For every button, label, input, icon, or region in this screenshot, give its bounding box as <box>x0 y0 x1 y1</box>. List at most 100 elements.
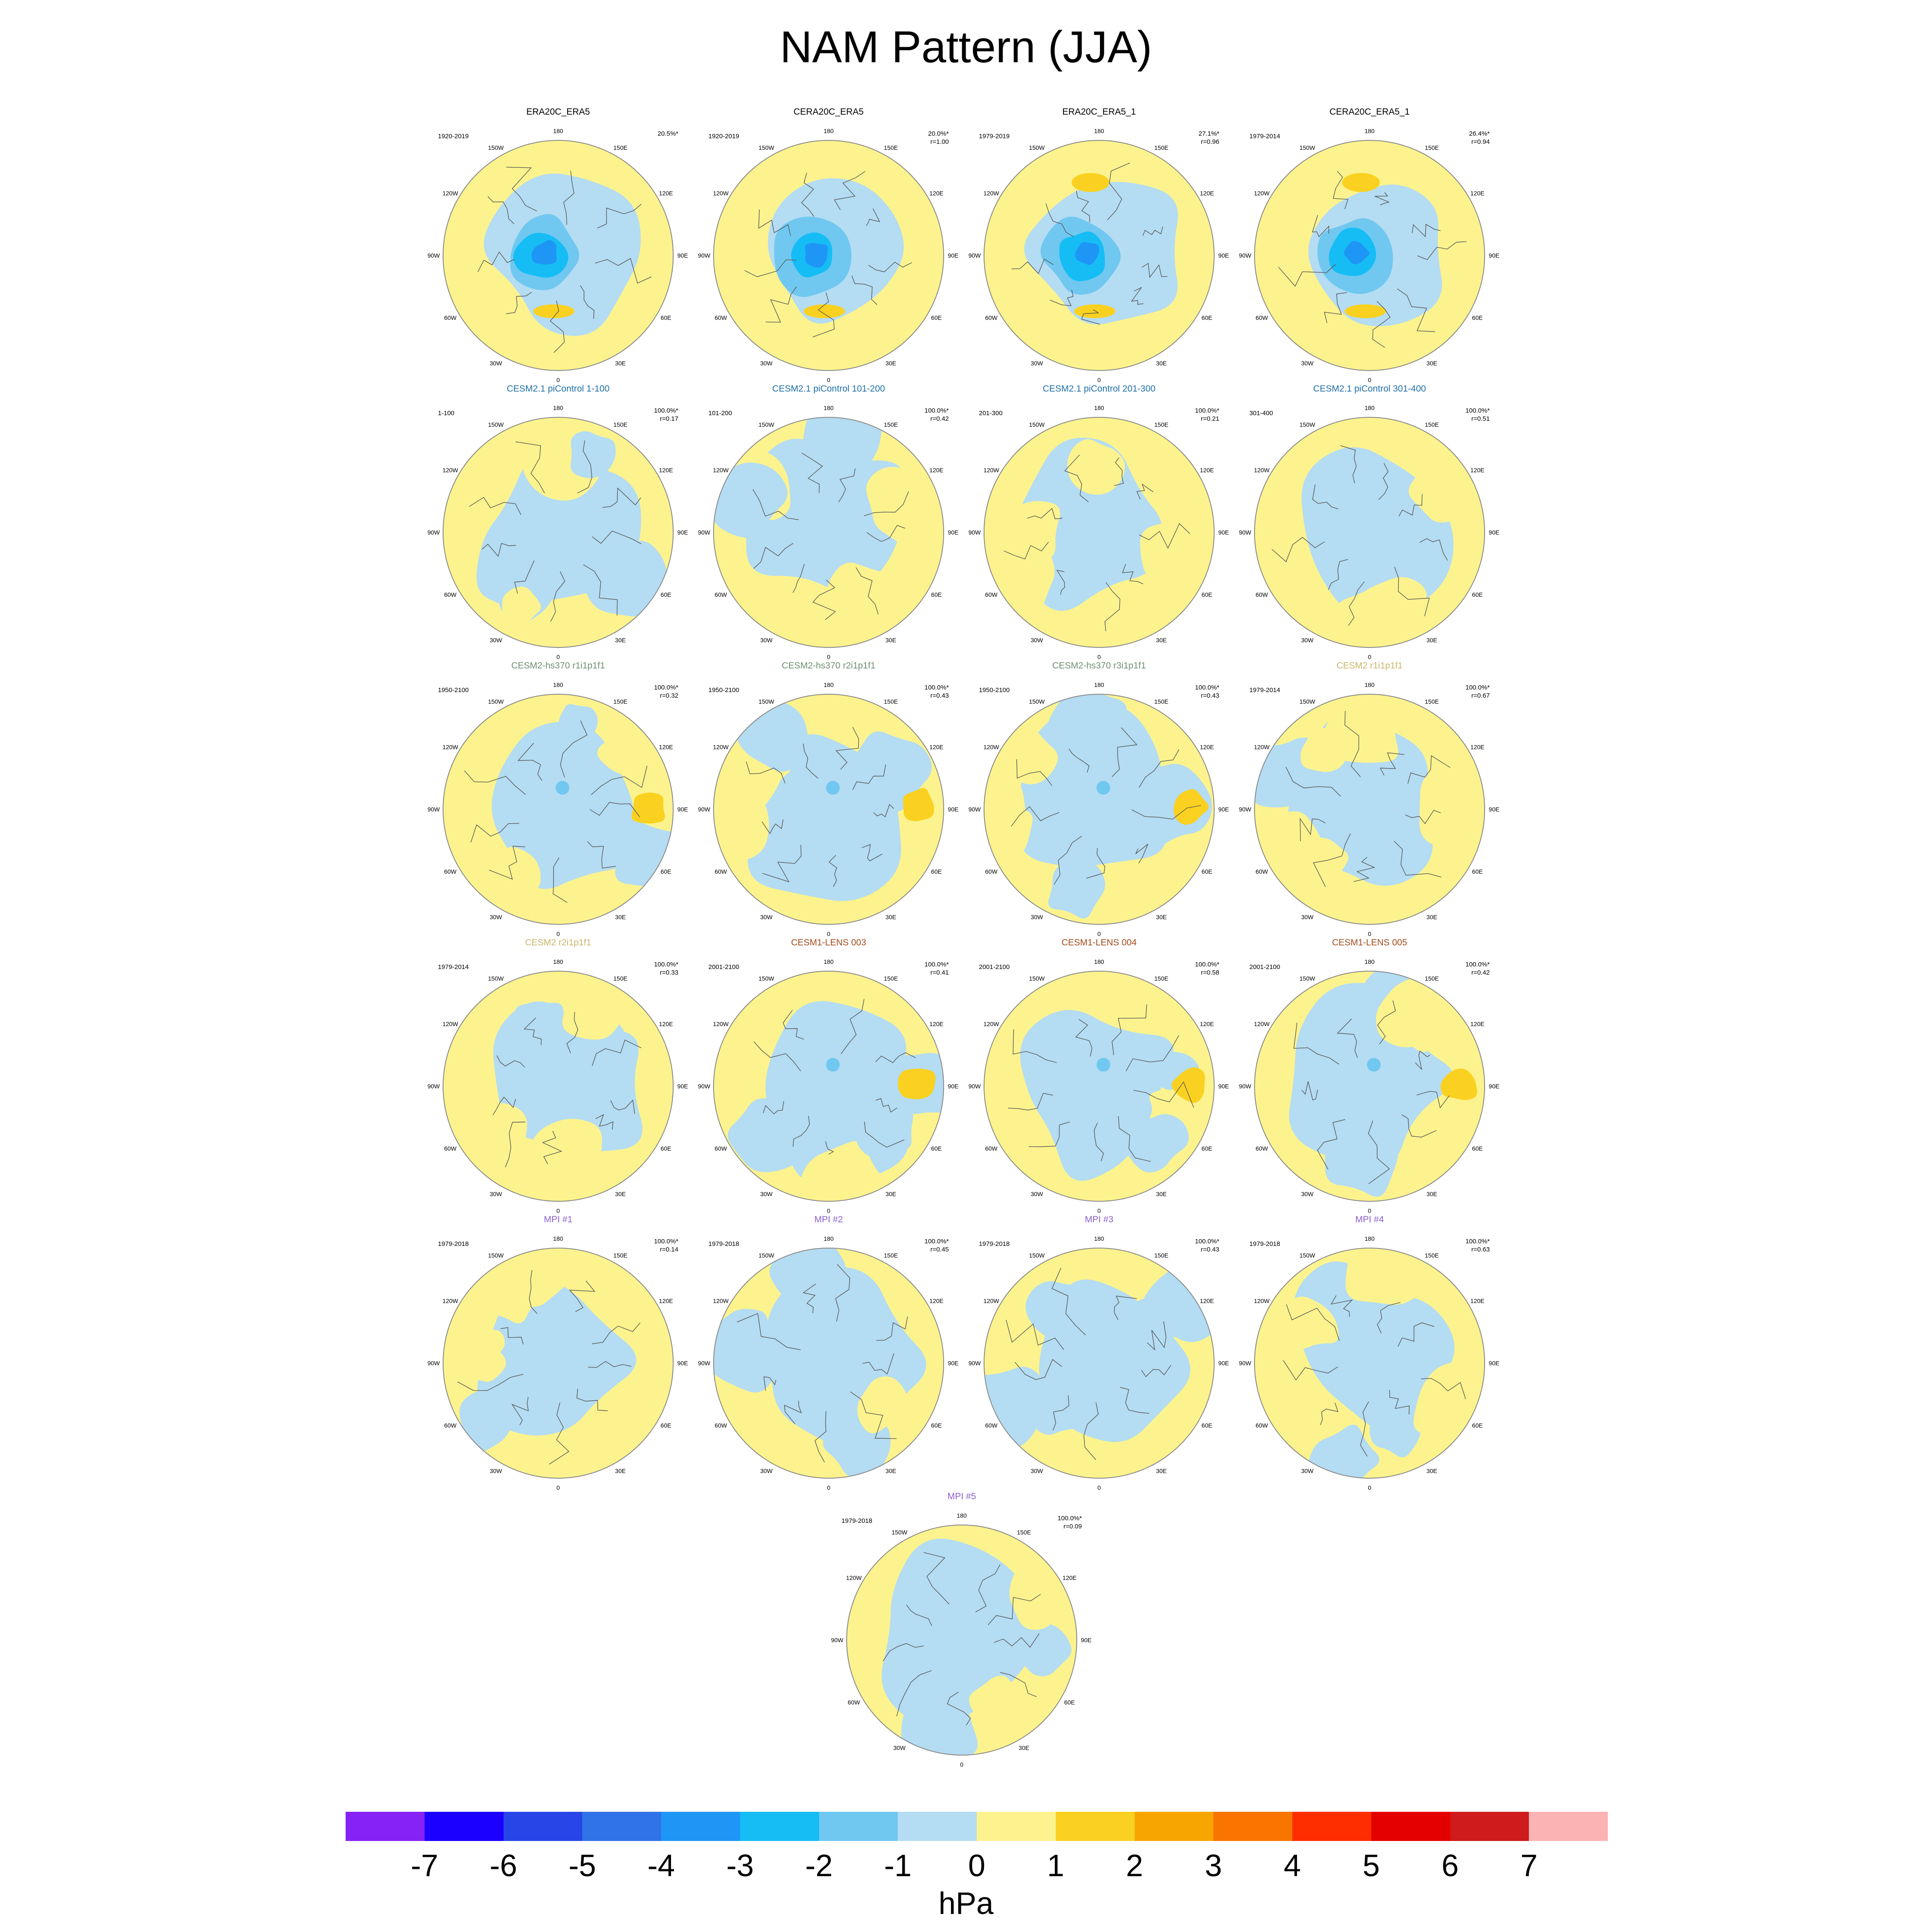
longitude-label: 30E <box>886 1467 896 1474</box>
map-panel: 180 150E 120E 90E 60E 30E 0 30W 60W 90W 120W 150W MP… <box>962 1215 1236 1490</box>
longitude-label: 60E <box>1064 1699 1075 1706</box>
longitude-label: 90W <box>428 529 440 536</box>
longitude-label: 30E <box>1427 637 1437 644</box>
longitude-label: 180 <box>553 681 563 688</box>
panel-years: 101-200 <box>708 410 732 417</box>
longitude-label: 150E <box>614 975 628 982</box>
longitude-label: 150W <box>1029 698 1045 705</box>
panel-variance: 100.0%* <box>1465 1238 1490 1245</box>
longitude-label: 180 <box>1094 958 1104 965</box>
longitude-label: 60E <box>931 591 942 598</box>
longitude-label: 120E <box>930 744 944 750</box>
colorbar <box>346 1812 1608 1841</box>
longitude-label: 120W <box>713 190 729 197</box>
colorbar-swatch <box>503 1812 583 1841</box>
longitude-label: 150E <box>884 1252 898 1259</box>
map-panel: 180 150E 120E 90E 60E 30E 0 30W 60W 90W 120W 150W CE… <box>1232 384 1507 659</box>
colorbar-swatch <box>1292 1812 1371 1841</box>
map-panel: 180 150E 120E 90E 60E 30E 0 30W 60W 90W 120W 150W CE… <box>691 384 966 659</box>
panel-variance: 100.0%* <box>1195 407 1219 414</box>
polar-map: 180 150E 120E 90E 60E 30E 0 30W 60W 90W 120W 150W <box>969 128 1229 382</box>
panel-title: ERA20C_ERA5_1 <box>1062 107 1136 117</box>
longitude-label: 90W <box>969 1360 981 1367</box>
panel-variance: 100.0%* <box>1195 684 1219 691</box>
polar-map: 180 150E 120E 90E 60E 30E 0 30W 60W 90W 120W 150W <box>1239 958 1500 1213</box>
longitude-label: 30E <box>1427 1467 1437 1474</box>
longitude-label: 180 <box>1094 1235 1104 1242</box>
longitude-label: 0 <box>556 1207 560 1213</box>
longitude-label: 90W <box>1239 1360 1252 1367</box>
colorbar-units: hPa <box>938 1886 994 1921</box>
longitude-label: 60E <box>661 868 671 875</box>
longitude-label: 150W <box>1029 975 1045 982</box>
longitude-label: 180 <box>553 128 563 134</box>
longitude-label: 60E <box>931 314 942 321</box>
colorbar-swatch <box>977 1812 1056 1841</box>
colorbar-swatch <box>1450 1812 1529 1841</box>
longitude-label: 90E <box>948 1083 959 1090</box>
longitude-label: 90W <box>969 1083 981 1090</box>
longitude-label: 60E <box>931 1422 942 1429</box>
longitude-label: 30E <box>886 637 896 644</box>
longitude-label: 90E <box>1489 806 1500 813</box>
longitude-label: 150E <box>1017 1529 1031 1536</box>
panel-title: CESM2.1 piControl 1-100 <box>507 384 610 394</box>
map-panel: 180 150E 120E 90E 60E 30E 0 30W 60W 90W 120W 150W CE… <box>1232 107 1507 382</box>
longitude-label: 0 <box>1368 653 1371 659</box>
polar-map: 180 150E 120E 90E 60E 30E 0 30W 60W 90W 120W 150W <box>969 681 1229 936</box>
longitude-label: 120E <box>659 1021 673 1027</box>
panel-title: CESM1-LENS 003 <box>791 938 866 948</box>
map-panel: 180 150E 120E 90E 60E 30E 0 30W 60W 90W 120W 150W ER… <box>962 107 1236 382</box>
longitude-label: 180 <box>1364 681 1375 688</box>
longitude-label: 150W <box>488 975 504 982</box>
longitude-label: 120E <box>930 1297 944 1304</box>
longitude-label: 60E <box>1472 868 1483 875</box>
longitude-label: 120E <box>930 467 944 474</box>
panel-correlation: r=0.33 <box>660 969 678 976</box>
panel-title: CESM2-hs370 r3i1p1f1 <box>1052 661 1146 671</box>
longitude-label: 180 <box>1364 1235 1375 1242</box>
map-panel: 180 150E 120E 90E 60E 30E 0 30W 60W 90W 120W 150W CE… <box>691 661 966 936</box>
longitude-label: 120W <box>1254 467 1270 474</box>
colorbar-swatch <box>1134 1812 1214 1841</box>
panel-correlation: r=0.94 <box>1471 138 1490 146</box>
colorbar-swatch <box>898 1812 977 1841</box>
panel-years: 1979-2018 <box>979 1240 1010 1248</box>
longitude-label: 30E <box>886 360 896 367</box>
panel-title: CESM2-hs370 r2i1p1f1 <box>781 661 876 671</box>
longitude-label: 30W <box>490 914 503 920</box>
panel-years: 1979-2018 <box>841 1517 872 1525</box>
longitude-label: 60E <box>1472 1145 1483 1152</box>
longitude-label: 180 <box>823 958 834 965</box>
panel-variance: 20.5%* <box>657 130 678 137</box>
longitude-label: 120W <box>984 744 999 750</box>
colorbar-tick-label: 3 <box>1205 1849 1222 1883</box>
longitude-label: 0 <box>556 377 560 382</box>
longitude-label: 120E <box>1470 1297 1485 1304</box>
longitude-label: 60W <box>444 868 457 875</box>
longitude-label: 150W <box>488 421 504 428</box>
panel-title: CESM2-hs370 r1i1p1f1 <box>511 661 605 671</box>
colorbar-tick-label: -2 <box>805 1849 833 1883</box>
longitude-label: 180 <box>553 1235 563 1242</box>
panel-correlation: r=0.63 <box>1471 1246 1490 1253</box>
longitude-label: 0 <box>1368 930 1371 936</box>
panel-variance: 100.0%* <box>654 684 678 691</box>
panel-correlation: r=0.58 <box>1201 969 1219 976</box>
panel-correlation: r=0.43 <box>1201 1246 1219 1253</box>
longitude-label: 90W <box>428 806 440 813</box>
panel-years: 1950-2100 <box>979 687 1010 694</box>
panel-correlation: r=0.21 <box>1201 415 1219 422</box>
longitude-label: 60E <box>1202 1422 1212 1429</box>
longitude-label: 60W <box>985 868 998 875</box>
polar-map: 180 150E 120E 90E 60E 30E 0 30W 60W 90W 120W 150W <box>428 128 688 382</box>
colorbar-tick-label: 7 <box>1520 1849 1538 1883</box>
longitude-label: 90W <box>969 529 981 536</box>
longitude-label: 120E <box>1470 744 1485 750</box>
panel-title: CESM2.1 piControl 301-400 <box>1313 384 1426 394</box>
longitude-label: 60W <box>985 314 998 321</box>
panel-stats: 100.0%* r=0.58 <box>1195 960 1219 977</box>
longitude-label: 60W <box>714 314 727 321</box>
longitude-label: 60E <box>1202 868 1212 875</box>
longitude-label: 150W <box>892 1529 908 1536</box>
